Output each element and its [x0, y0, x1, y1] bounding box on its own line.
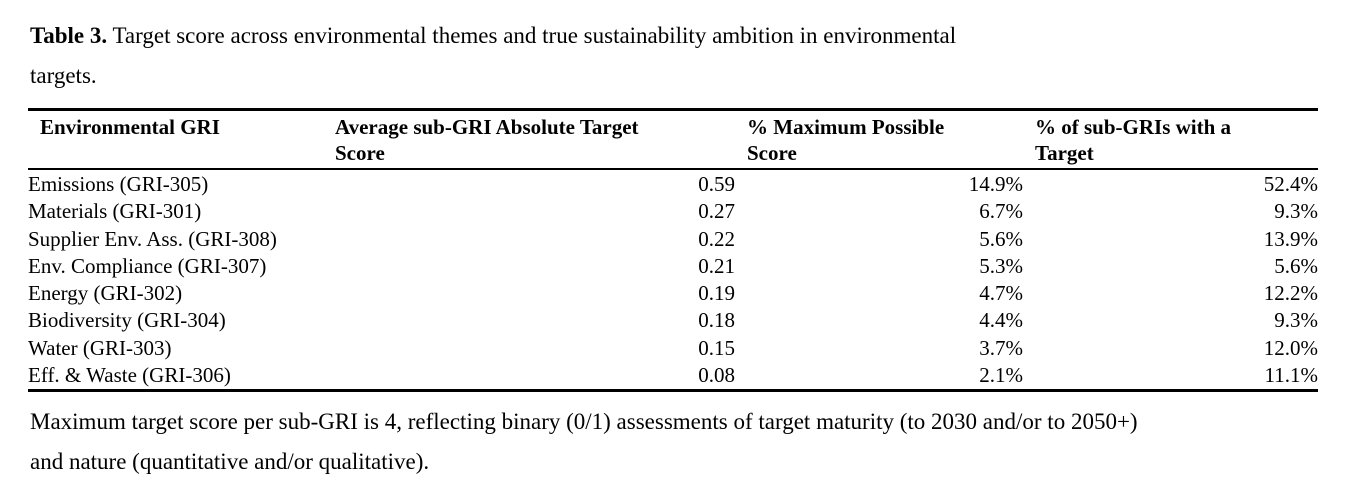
gri-theme: Emissions (GRI-305): [28, 172, 209, 196]
table-caption-label: Table 3.: [30, 23, 108, 48]
pct-with-target-value: 12.0%: [1263, 335, 1318, 360]
table-caption-line-2: targets.: [30, 63, 97, 88]
table-caption: Table 3. Target score across environment…: [30, 16, 1347, 96]
pct-with-target-value: 5.6%: [1274, 253, 1318, 278]
pct-max-score-value: 14.9%: [968, 172, 1023, 196]
table-footnote-line-1: Maximum target score per sub-GRI is 4, r…: [30, 409, 1138, 435]
avg-score-value: 0.19: [698, 281, 735, 306]
table-row: Biodiversity (GRI-304) 0.18 4.4% 9.3%: [28, 307, 1318, 334]
gri-theme: Water (GRI-303): [28, 335, 172, 360]
gri-theme: Materials (GRI-301): [28, 199, 202, 224]
avg-score-value: 0.18: [698, 308, 735, 333]
table-row: Eff. & Waste (GRI-306) 0.08 2.1% 11.1%: [28, 362, 1318, 391]
table-row: Env. Compliance (GRI-307) 0.21 5.3% 5.6%: [28, 253, 1318, 280]
pct-with-target-value: 13.9%: [1263, 226, 1318, 251]
pct-max-score-value: 5.3%: [979, 253, 1023, 278]
pct-max-score-value: 4.4%: [979, 308, 1023, 333]
table-row: Emissions (GRI-305) 0.59 14.9% 52.4%: [28, 169, 1318, 198]
pct-with-target-value: 52.4%: [1263, 172, 1318, 196]
table-row: Supplier Env. Ass. (GRI-308) 0.22 5.6% 1…: [28, 226, 1318, 253]
gri-theme: Supplier Env. Ass. (GRI-308): [28, 226, 277, 251]
pct-with-target-value: 11.1%: [1264, 363, 1318, 388]
avg-score-value: 0.15: [698, 335, 735, 360]
pct-with-target-value: 9.3%: [1274, 199, 1318, 224]
avg-score-value: 0.22: [698, 226, 735, 251]
avg-score-value: 0.59: [698, 172, 735, 196]
pct-max-score-value: 4.7%: [979, 281, 1023, 306]
table-caption-text: Target score across environmental themes…: [107, 23, 957, 48]
gri-theme: Eff. & Waste (GRI-306): [28, 363, 231, 388]
pct-max-score-value: 6.7%: [979, 199, 1023, 224]
column-header-pct-with-target: % of sub-GRIs with a Target: [1023, 109, 1318, 170]
column-header-environmental-gri: Environmental GRI: [28, 109, 323, 170]
table-footnote-line-2: and nature (quantitative and/or qualitat…: [30, 449, 430, 475]
gri-theme: Energy (GRI-302): [28, 281, 183, 306]
pct-max-score-value: 5.6%: [979, 226, 1023, 251]
table-row: Water (GRI-303) 0.15 3.7% 12.0%: [28, 335, 1318, 362]
table-row: Energy (GRI-302) 0.19 4.7% 12.2%: [28, 280, 1318, 307]
column-header-pct-max-score: % Maximum Possible Score: [735, 109, 1023, 170]
table-header-row: Environmental GRI Average sub-GRI Absolu…: [28, 109, 1318, 170]
avg-score-value: 0.27: [698, 199, 735, 224]
pct-with-target-value: 9.3%: [1274, 308, 1318, 333]
avg-score-value: 0.08: [698, 363, 735, 388]
pct-with-target-value: 12.2%: [1263, 281, 1318, 306]
avg-score-value: 0.21: [698, 253, 735, 278]
pct-max-score-value: 2.1%: [979, 363, 1023, 388]
table-caption-line-1: Table 3. Target score across environment…: [30, 16, 1347, 56]
target-score-table: Environmental GRI Average sub-GRI Absolu…: [28, 108, 1318, 393]
pct-max-score-value: 3.7%: [979, 335, 1023, 360]
table-footnote: Maximum target score per sub-GRI is 4, r…: [30, 402, 1347, 482]
gri-theme: Env. Compliance (GRI-307): [28, 253, 267, 278]
column-header-avg-target-score: Average sub-GRI Absolute Target Score: [323, 109, 735, 170]
table-row: Materials (GRI-301) 0.27 6.7% 9.3%: [28, 198, 1318, 225]
gri-theme: Biodiversity (GRI-304): [28, 308, 226, 333]
